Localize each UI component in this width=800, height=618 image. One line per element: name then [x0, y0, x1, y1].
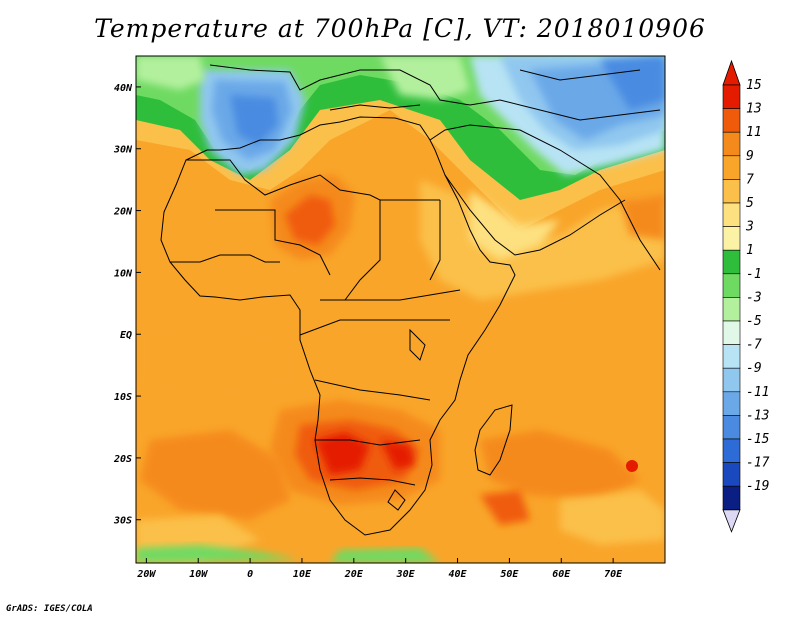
- colorbar-label: 11: [746, 125, 762, 140]
- colorbar-bottom-arrow: [722, 509, 741, 533]
- lat-tick-label: 30N: [113, 145, 133, 156]
- grads-credit: GrADS: IGES/COLA: [6, 604, 93, 614]
- colorbar-label: -15: [746, 432, 770, 447]
- longitude-axis: 20W 10W 0 10E 20E 30E 40E 50E 60E 70E: [136, 558, 623, 580]
- colorbar-swatch: [722, 367, 741, 393]
- lon-tick-label: 10E: [293, 569, 312, 580]
- lat-tick-label: 40N: [114, 83, 133, 94]
- lon-tick-label: 40E: [449, 569, 468, 580]
- colorbar-swatch: [722, 485, 741, 511]
- colorbar-label: -5: [746, 314, 762, 329]
- colorbar-swatch: [722, 131, 741, 157]
- lon-tick-label: 10W: [189, 569, 208, 580]
- lon-tick-label: 60E: [552, 569, 571, 580]
- colorbar-label: 7: [746, 172, 754, 187]
- colorbar-swatch: [722, 179, 741, 204]
- colorbar-swatch: [722, 344, 741, 369]
- coastlines: [160, 64, 661, 536]
- colorbar-swatch: [722, 226, 741, 251]
- colorbar-label: 15: [746, 78, 762, 93]
- colorbar-swatch: [722, 108, 741, 133]
- colorbar-swatch: [722, 273, 741, 298]
- lon-tick-label: 20E: [344, 569, 364, 580]
- colorbar-swatch: [722, 297, 741, 322]
- colorbar-label: 3: [745, 220, 754, 235]
- plot-frame: [135, 55, 666, 564]
- colorbar-label: 5: [746, 196, 754, 211]
- lon-tick-label: 0: [247, 569, 253, 580]
- colorbar-swatch: [722, 415, 741, 440]
- colorbar-swatch: [722, 155, 741, 180]
- lon-tick-label: 50E: [500, 569, 519, 580]
- colorbar-label: -1: [746, 267, 762, 282]
- colorbar-label: -11: [746, 385, 769, 400]
- lat-tick-label: 30S: [113, 516, 132, 527]
- map-title: Temperature at 700hPa [C], VT: 201801090…: [94, 14, 706, 43]
- lat-tick-label: 10S: [114, 392, 132, 403]
- colorbar-label: -13: [746, 408, 769, 423]
- colorbar: 15 13 11 9 7 5 3 1 -1 -3 -5 -7 -9 -11 -13 -15 -17 -19: [722, 59, 770, 533]
- colorbar-top-arrow: [722, 59, 741, 86]
- colorbar-swatch: [722, 320, 741, 345]
- colorbar-label: 1: [746, 243, 754, 258]
- lat-tick-label: EQ: [120, 330, 132, 341]
- colorbar-label: 13: [746, 102, 762, 117]
- lon-tick-label: 30E: [396, 569, 416, 580]
- colorbar-label: -19: [746, 479, 769, 494]
- lon-tick-label: 20W: [136, 569, 156, 580]
- colorbar-swatch: [722, 391, 741, 416]
- colorbar-swatch: [722, 249, 741, 275]
- lat-tick-label: 10N: [114, 268, 133, 279]
- temperature-field: [136, 56, 665, 563]
- lon-tick-label: 70E: [604, 569, 623, 580]
- colorbar-label: -17: [746, 456, 770, 471]
- lat-tick-label: 20S: [113, 454, 132, 465]
- colorbar-label: -7: [746, 338, 762, 353]
- colorbar-swatch: [722, 462, 741, 487]
- colorbar-swatch: [722, 202, 741, 227]
- colorbar-swatch: [722, 438, 741, 463]
- latitude-axis: 40N 30N 20N 10N EQ 10S 20S 30S: [113, 83, 141, 527]
- colorbar-label: 9: [746, 149, 754, 164]
- colorbar-label: -3: [746, 290, 762, 305]
- lat-tick-label: 20N: [113, 207, 133, 218]
- colorbar-swatch: [722, 84, 741, 109]
- colorbar-label: -9: [746, 361, 762, 376]
